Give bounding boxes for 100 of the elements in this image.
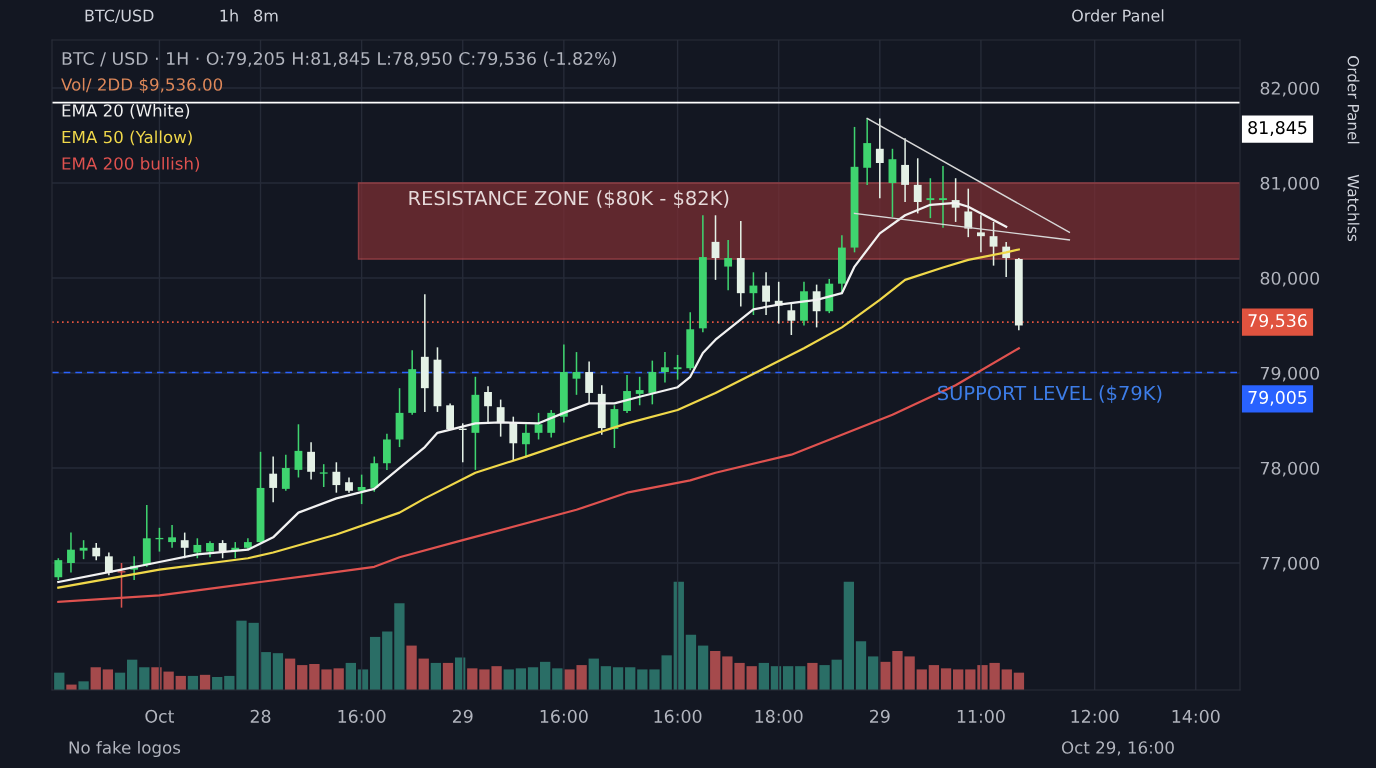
y-tick-label: 81,000 [1260, 176, 1320, 192]
x-tick-label: 28 [250, 709, 271, 723]
bar [369, 636, 381, 690]
candlestick [79, 539, 88, 560]
bar [588, 658, 599, 690]
text: BTC / USD · 1H · O:79,205 H:81,845 L:78,950 C:79,536 (-1.82%) [62, 51, 616, 68]
bar [102, 669, 114, 690]
bar [175, 675, 186, 690]
bar [746, 666, 757, 690]
bar [843, 581, 855, 690]
y-tick-label: 80,000 [1260, 271, 1320, 287]
text: 8m [254, 9, 278, 22]
candlestick [67, 531, 75, 574]
candlestick [875, 117, 884, 199]
candlestick [496, 398, 505, 438]
band-label: RESISTANCE ZONE ($80K - $82K) [409, 190, 729, 208]
candlestick [180, 531, 189, 559]
bar [625, 667, 636, 690]
x-tick-label: 14:00 [1172, 709, 1220, 723]
bar [418, 658, 429, 690]
bar [406, 645, 417, 690]
candlestick [547, 409, 556, 439]
bar [90, 667, 101, 690]
bar [867, 656, 879, 690]
candlestick [319, 463, 328, 488]
text: BTC/USD [85, 9, 154, 23]
candlestick [635, 376, 644, 407]
candlestick [509, 415, 518, 462]
candlestick [787, 301, 796, 336]
candlestick [661, 351, 669, 384]
bar [345, 662, 356, 690]
bar [382, 631, 393, 690]
bar [284, 658, 296, 690]
bar [940, 668, 952, 690]
ref-line-label: 81,845 [1248, 121, 1307, 136]
bar [782, 666, 794, 690]
candlestick [888, 148, 897, 218]
text: Oct 29, 16:00 [1061, 741, 1174, 756]
candlestick [193, 537, 202, 559]
text: EMA 200 bullish) [62, 156, 200, 172]
text: EMA 50 (Yallow) [62, 130, 192, 146]
ref-line-label: 79,005 [1248, 390, 1307, 406]
x-tick-label: 16:00 [654, 709, 702, 723]
text: EMA 20 (White) [62, 103, 190, 119]
bar [503, 669, 514, 690]
bar [685, 634, 697, 690]
y-tick-label: 79,000 [1260, 366, 1320, 382]
candlestick [585, 360, 594, 405]
bar [1001, 669, 1012, 690]
bar [758, 662, 769, 690]
candlestick [307, 441, 315, 481]
text: Order Panel [1347, 56, 1360, 144]
x-tick-label: 12:00 [1071, 709, 1119, 723]
bar [953, 669, 964, 690]
annotation: SUPPORT LEVEL ($79K) [938, 385, 1162, 403]
x-tick-label: 29 [452, 709, 473, 723]
candlestick [484, 385, 492, 424]
bar [552, 668, 563, 690]
candlestick [383, 433, 391, 471]
candlestick [269, 455, 278, 503]
text: Order Panel [1072, 9, 1164, 22]
candlestick [572, 351, 581, 396]
y-tick-label: 78,000 [1260, 461, 1320, 477]
bar [916, 669, 927, 690]
bar [297, 665, 308, 690]
candlestick [610, 404, 619, 449]
candlestick [522, 423, 530, 459]
text: Watchlss [1347, 174, 1360, 242]
bar [819, 665, 830, 690]
candlestick [812, 283, 821, 329]
candlestick [989, 221, 998, 267]
candlestick [54, 557, 63, 581]
candlestick [168, 524, 176, 549]
bar [527, 667, 539, 690]
candlestick [762, 271, 770, 316]
bar [600, 666, 612, 690]
candlestick [281, 453, 290, 492]
candlestick [104, 551, 113, 577]
candlestick [332, 461, 341, 494]
y-tick-label: 82,000 [1260, 81, 1320, 97]
x-tick-label: 18:00 [755, 709, 803, 723]
candlestick [446, 402, 455, 431]
text: No fake logos [69, 740, 181, 758]
candlestick [218, 539, 227, 559]
bar [612, 667, 624, 690]
bar [127, 659, 138, 690]
bar [965, 669, 976, 690]
bar [394, 603, 405, 690]
x-tick-label: 11:00 [957, 709, 1005, 723]
bar [430, 662, 442, 690]
annotation: Vol/ 2DD $9,536.00 [61, 77, 223, 94]
bar [795, 666, 806, 690]
bar [272, 653, 284, 690]
candlestick [939, 165, 947, 229]
x-tick-label: 29 [870, 709, 890, 723]
candlestick [964, 187, 973, 238]
candlestick [534, 412, 543, 441]
bar [710, 651, 721, 690]
candlestick [357, 473, 366, 505]
candlestick [623, 374, 631, 414]
